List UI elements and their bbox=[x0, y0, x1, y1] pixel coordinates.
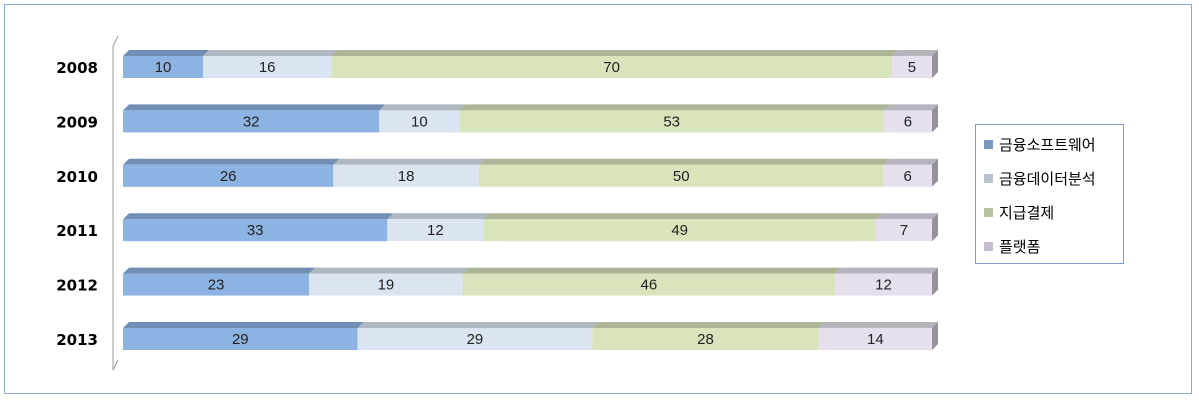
bar-segment-top bbox=[478, 158, 890, 165]
data-label: 33 bbox=[247, 222, 264, 239]
data-label: 12 bbox=[875, 277, 892, 294]
bar-segment-top bbox=[462, 267, 841, 274]
bar-segment bbox=[883, 110, 932, 133]
data-label: 50 bbox=[673, 168, 690, 185]
data-label: 19 bbox=[378, 277, 395, 294]
data-label: 18 bbox=[398, 168, 415, 185]
data-label: 6 bbox=[904, 168, 912, 185]
bar-segment-top bbox=[387, 213, 490, 220]
bar-segment bbox=[875, 219, 932, 242]
bar-segment bbox=[883, 164, 932, 187]
bar-segment bbox=[123, 164, 334, 187]
legend-swatch bbox=[984, 241, 993, 251]
bar-segment bbox=[834, 273, 932, 296]
bar-end-cap bbox=[932, 158, 938, 187]
bar-segment bbox=[203, 56, 332, 78]
bar-end-cap bbox=[932, 322, 938, 350]
y-tick-label: 2012 bbox=[56, 277, 98, 295]
bar-end-cap bbox=[932, 50, 938, 78]
chart-legend: 금융소프트웨어 금융데이터분석 지급결제 플랫폼 bbox=[975, 124, 1124, 264]
bar-segment bbox=[123, 110, 380, 133]
bar-segment-top bbox=[357, 322, 599, 328]
data-label: 29 bbox=[467, 331, 484, 348]
bar-segment bbox=[483, 219, 876, 242]
bar-segment-top bbox=[834, 267, 938, 274]
bar-segment-top bbox=[379, 104, 466, 111]
y-tick-label: 2013 bbox=[56, 331, 98, 349]
data-label: 16 bbox=[259, 59, 276, 76]
legend-item: 금융데이터분석 bbox=[984, 167, 1096, 189]
bar-segment bbox=[357, 328, 593, 350]
legend-swatch bbox=[984, 207, 993, 217]
bar-segment bbox=[891, 56, 932, 78]
bar-segment-top bbox=[883, 104, 938, 111]
data-label: 46 bbox=[641, 277, 658, 294]
data-label: 6 bbox=[904, 113, 912, 130]
bar-segment-top bbox=[123, 322, 364, 328]
bar-segment bbox=[379, 110, 460, 133]
data-label: 70 bbox=[603, 59, 620, 76]
data-label: 10 bbox=[411, 113, 428, 130]
data-label: 26 bbox=[220, 168, 237, 185]
bar-segment bbox=[818, 328, 932, 350]
y-tick-label: 2009 bbox=[56, 113, 98, 131]
bar-segment bbox=[459, 110, 884, 133]
bar-segment-top bbox=[883, 158, 938, 165]
bar-segment-top bbox=[891, 50, 938, 56]
bar-segment-top bbox=[123, 158, 340, 165]
legend-label: 금융데이터분석 bbox=[999, 169, 1096, 188]
data-label: 10 bbox=[155, 59, 172, 76]
bar-segment-top bbox=[333, 158, 485, 165]
bar-segment-top bbox=[592, 322, 825, 328]
legend-label: 금융소프트웨어 bbox=[999, 135, 1096, 154]
axis-wall bbox=[112, 35, 119, 371]
bar-segment bbox=[462, 273, 835, 296]
bar-segment-top bbox=[818, 322, 938, 328]
legend-item: 플랫폼 bbox=[984, 235, 1040, 257]
bar-segment bbox=[331, 56, 892, 78]
bar-end-cap bbox=[932, 104, 938, 133]
bar-segment bbox=[123, 328, 358, 350]
bar-segment bbox=[123, 273, 310, 296]
bar-segment-top bbox=[459, 104, 890, 111]
y-tick-label: 2008 bbox=[56, 59, 98, 77]
bar-segment bbox=[333, 164, 479, 187]
legend-swatch bbox=[984, 139, 993, 149]
legend-label: 플랫폼 bbox=[999, 237, 1041, 256]
bar-segment bbox=[387, 219, 484, 242]
bar-end-cap bbox=[932, 267, 938, 296]
data-label: 53 bbox=[663, 113, 680, 130]
bar-segment bbox=[309, 273, 463, 296]
data-label: 12 bbox=[427, 222, 444, 239]
legend-swatch bbox=[984, 173, 993, 183]
bar-segment-top bbox=[203, 50, 338, 56]
bar-segment-top bbox=[875, 213, 938, 220]
data-label: 32 bbox=[243, 113, 260, 130]
bar-end-cap bbox=[932, 213, 938, 242]
legend-item: 금융소프트웨어 bbox=[984, 133, 1096, 155]
legend-item: 지급결제 bbox=[984, 201, 1054, 223]
data-label: 7 bbox=[900, 222, 908, 239]
bar-segment-top bbox=[309, 267, 469, 274]
data-label: 28 bbox=[697, 331, 714, 348]
data-label: 29 bbox=[232, 331, 249, 348]
legend-label: 지급결제 bbox=[999, 203, 1055, 222]
y-tick-label: 2010 bbox=[56, 168, 98, 186]
bar-segment-top bbox=[123, 104, 386, 111]
data-label: 5 bbox=[908, 59, 916, 76]
bar-segment-top bbox=[123, 50, 210, 56]
bar-segment-top bbox=[123, 213, 394, 220]
bar-segment bbox=[478, 164, 884, 187]
data-label: 14 bbox=[867, 331, 884, 348]
y-tick-label: 2011 bbox=[56, 222, 98, 240]
bar-segment-top bbox=[331, 50, 898, 56]
data-label: 23 bbox=[208, 277, 225, 294]
bar-segment-top bbox=[123, 267, 316, 274]
bar-segment-top bbox=[483, 213, 882, 220]
bar-segment bbox=[123, 56, 204, 78]
bar-segment bbox=[592, 328, 819, 350]
data-label: 49 bbox=[671, 222, 688, 239]
bar-segment bbox=[123, 219, 388, 242]
